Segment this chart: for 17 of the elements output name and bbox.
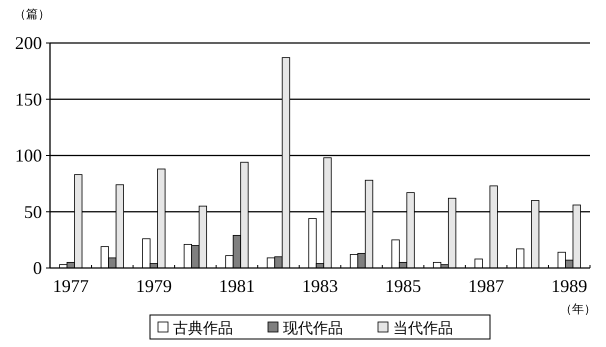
y-tick-label: 200: [15, 33, 42, 53]
x-tick-label: 1985: [385, 276, 422, 296]
x-tick-label: 1989: [551, 276, 588, 296]
x-axis-title: （年）: [560, 302, 596, 316]
x-tick-label: 1983: [302, 276, 338, 296]
x-tick-label: 1977: [52, 276, 89, 296]
x-tick-label: 1981: [218, 276, 255, 296]
y-axis-title: （篇）: [14, 7, 50, 21]
legend-label: 古典作品: [173, 320, 233, 337]
x-tick-label: 1979: [136, 276, 172, 296]
legend-label: 现代作品: [283, 321, 343, 337]
legend-label: 当代作品: [393, 320, 453, 337]
y-tick-label: 50: [24, 202, 42, 222]
y-tick-label: 100: [15, 146, 42, 166]
y-tick-label: 0: [33, 258, 42, 278]
y-tick-label: 150: [15, 89, 42, 110]
x-tick-label: 1987: [468, 276, 504, 296]
